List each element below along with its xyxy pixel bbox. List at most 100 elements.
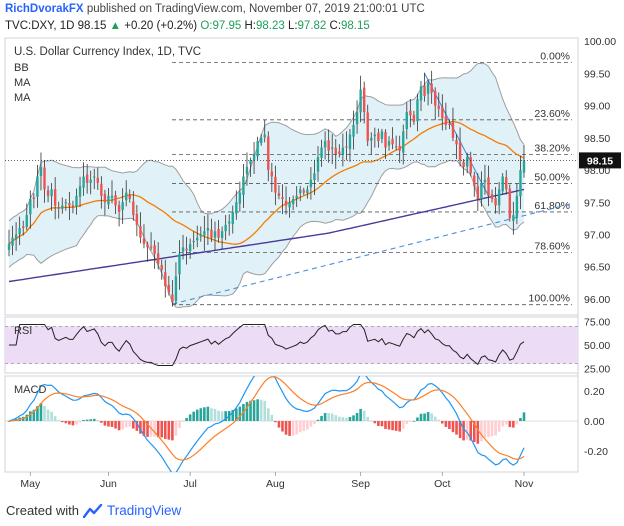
candle-body	[53, 189, 57, 206]
macd-histogram-bar	[128, 421, 132, 427]
change-arrow-icon: ▲	[109, 20, 122, 32]
candle-body	[501, 176, 504, 192]
candle-body	[39, 166, 43, 177]
symbol-line: TVC:DXY, 1D 98.15 ▲ +0.20 (+0.2%) O:97.9…	[5, 20, 370, 32]
macd-histogram-bar	[174, 421, 178, 436]
candle-body	[331, 147, 334, 149]
macd-histogram-bar	[405, 421, 409, 424]
macd-histogram-bar	[444, 421, 448, 427]
candle-body	[505, 177, 508, 190]
macd-histogram-bar	[515, 421, 519, 425]
macd-histogram-bar	[135, 421, 139, 431]
candle-body	[437, 105, 440, 109]
candle-body	[78, 186, 82, 197]
macd-histogram-bar	[100, 421, 103, 423]
candle-body	[309, 179, 313, 188]
macd-histogram-bar	[462, 421, 465, 441]
price-tick-label: 98.00	[584, 165, 610, 177]
candle-body	[57, 207, 60, 209]
macd-histogram-bar	[53, 416, 57, 421]
candle-body	[380, 131, 384, 139]
price-tick-label: 97.00	[584, 229, 610, 241]
candle-body	[89, 179, 92, 183]
macd-histogram-bar	[295, 421, 298, 435]
candle-body	[419, 86, 423, 101]
tradingview-brand[interactable]: TradingView	[106, 503, 182, 518]
macd-histogram-bar	[153, 421, 156, 437]
macd-histogram-bar	[419, 413, 423, 421]
candle-body	[416, 99, 419, 122]
candle-body	[188, 244, 192, 252]
candle-body	[18, 228, 21, 235]
macd-histogram-bar	[124, 421, 128, 428]
macd-histogram-bar	[380, 421, 384, 427]
macd-histogram-bar	[39, 403, 43, 421]
macd-histogram-bar	[68, 421, 71, 425]
candle-body	[522, 160, 526, 173]
macd-histogram-bar	[323, 412, 327, 421]
macd-tick-label: 0.20	[584, 386, 605, 398]
macd-histogram-bar	[57, 419, 61, 421]
candle-body	[213, 231, 217, 238]
candle-body	[455, 140, 458, 145]
macd-histogram-bar	[298, 421, 302, 433]
candle-body	[36, 176, 39, 197]
support-trendline	[172, 203, 573, 305]
fib-label-1: 23.60%	[534, 108, 570, 120]
macd-histogram-bar	[142, 421, 146, 436]
macd-histogram-bar	[213, 408, 217, 421]
candle-body	[50, 189, 53, 197]
macd-histogram-bar	[291, 421, 295, 436]
candle-body	[426, 83, 430, 94]
macd-histogram-bar	[238, 406, 242, 421]
macd-histogram-bar	[36, 406, 39, 421]
candle-body	[323, 141, 327, 148]
candle-body	[291, 199, 295, 204]
macd-histogram-bar	[192, 411, 195, 421]
time-tick-label: Nov	[515, 478, 534, 490]
macd-histogram-bar	[366, 416, 370, 421]
macd-histogram-bar	[75, 421, 78, 425]
candle-body	[345, 146, 348, 148]
candle-body	[366, 112, 369, 142]
macd-histogram-bar	[362, 410, 366, 421]
candle-body	[259, 137, 263, 144]
bollinger-lower	[8, 159, 525, 309]
candle-body	[256, 141, 259, 157]
macd-histogram-bar	[352, 415, 355, 421]
candle-body	[299, 189, 302, 194]
candle-body	[75, 195, 78, 207]
macd-histogram-bar	[480, 421, 483, 442]
open-label: O:	[200, 20, 213, 32]
macd-histogram-bar	[146, 421, 149, 437]
macd-histogram-bar	[50, 411, 53, 421]
macd-histogram-bar	[256, 399, 259, 421]
candle-body	[220, 231, 224, 238]
author-name[interactable]: RichDvorakFX	[5, 3, 84, 15]
macd-histogram-bar	[156, 421, 160, 438]
macd-line	[8, 376, 525, 472]
candle-body	[267, 136, 270, 171]
candle-body	[29, 199, 32, 215]
candle-body	[494, 197, 497, 206]
candle-body	[249, 160, 252, 165]
macd-histogram-bar	[203, 407, 206, 421]
candle-body	[405, 112, 408, 130]
candle-body	[110, 195, 114, 199]
rsi-band-fill	[5, 326, 578, 364]
candle-body	[192, 240, 195, 243]
candle-body	[128, 195, 131, 200]
macd-histogram-bar	[245, 401, 249, 421]
price-tick-label: 100.00	[584, 36, 616, 48]
legend-ma-1: MA	[14, 77, 31, 89]
candle-body	[451, 122, 455, 138]
candle-body	[100, 183, 103, 196]
high-value: 98.23	[255, 20, 285, 32]
candle-body	[402, 131, 405, 153]
macd-histogram-bar	[465, 421, 469, 440]
macd-histogram-bar	[306, 421, 309, 430]
last-price-badge	[579, 152, 621, 169]
macd-histogram-bar	[369, 420, 373, 422]
candle-body	[476, 186, 480, 200]
